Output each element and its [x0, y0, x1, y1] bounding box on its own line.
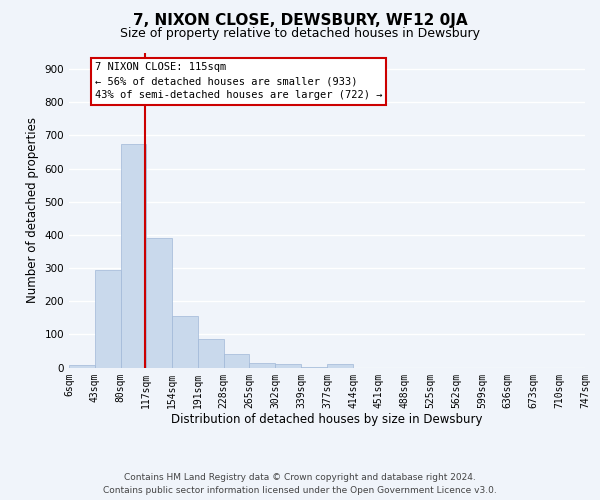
Text: 7 NIXON CLOSE: 115sqm
← 56% of detached houses are smaller (933)
43% of semi-det: 7 NIXON CLOSE: 115sqm ← 56% of detached … — [95, 62, 382, 100]
Bar — [275, 364, 301, 368]
Bar — [146, 238, 172, 368]
X-axis label: Distribution of detached houses by size in Dewsbury: Distribution of detached houses by size … — [171, 413, 483, 426]
Bar — [198, 338, 224, 368]
Bar — [250, 362, 275, 368]
Bar — [121, 144, 146, 368]
Text: Contains HM Land Registry data © Crown copyright and database right 2024.
Contai: Contains HM Land Registry data © Crown c… — [103, 474, 497, 495]
Bar — [328, 364, 353, 368]
Bar — [69, 365, 95, 368]
Text: Size of property relative to detached houses in Dewsbury: Size of property relative to detached ho… — [120, 28, 480, 40]
Bar — [172, 316, 198, 368]
Bar — [95, 270, 121, 368]
Text: 7, NIXON CLOSE, DEWSBURY, WF12 0JA: 7, NIXON CLOSE, DEWSBURY, WF12 0JA — [133, 12, 467, 28]
Bar — [224, 354, 250, 368]
Y-axis label: Number of detached properties: Number of detached properties — [26, 117, 39, 303]
